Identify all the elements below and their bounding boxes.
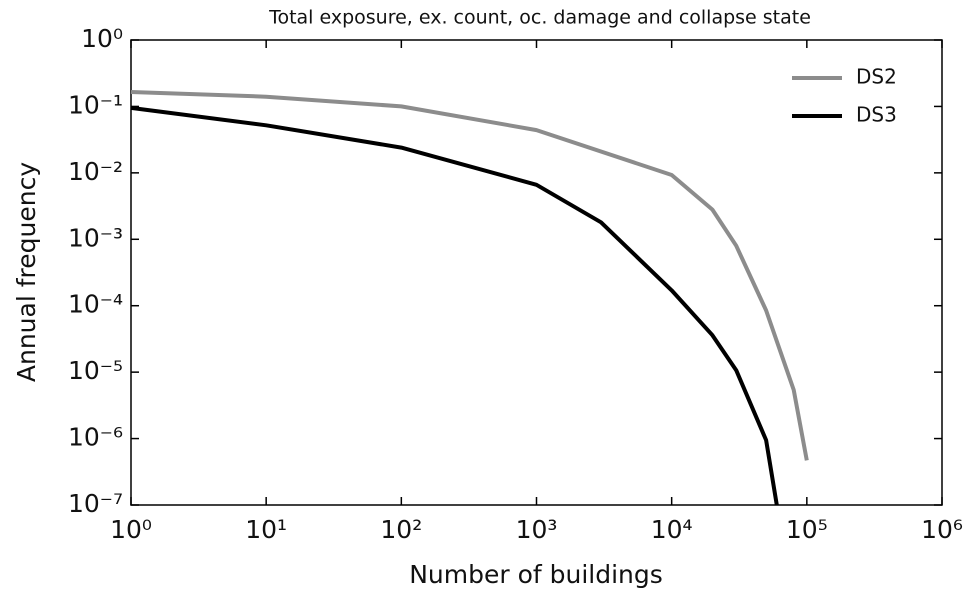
x-tick-label: 10⁶ [921, 515, 963, 544]
x-axis-label: Number of buildings [409, 560, 663, 589]
x-tick-label: 10² [380, 515, 422, 544]
x-tick-label: 10⁴ [651, 515, 693, 544]
legend-label: DS2 [856, 65, 897, 89]
chart-title: Total exposure, ex. count, oc. damage an… [268, 7, 811, 29]
x-tick-label: 10¹ [245, 515, 287, 544]
y-axis-label: Annual frequency [12, 162, 41, 382]
y-tick-label: 10⁻³ [68, 223, 123, 252]
y-tick-label: 10⁻⁴ [68, 290, 123, 319]
y-tick-label: 10⁰ [81, 24, 123, 53]
line [130, 90, 809, 461]
plot-frame [130, 39, 943, 506]
y-tick-label: 10⁻² [68, 157, 123, 186]
y-tick-label: 10⁻⁶ [68, 423, 123, 452]
y-tick-label: 10⁻⁷ [68, 489, 123, 518]
y-tick-label: 10⁻¹ [68, 90, 123, 119]
x-tick-label: 10⁵ [786, 515, 828, 544]
line [130, 105, 779, 506]
y-tick-label: 10⁻⁵ [68, 356, 123, 385]
x-tick-label: 10⁰ [110, 515, 152, 544]
x-tick-label: 10³ [516, 515, 558, 544]
legend-label: DS3 [856, 103, 897, 127]
